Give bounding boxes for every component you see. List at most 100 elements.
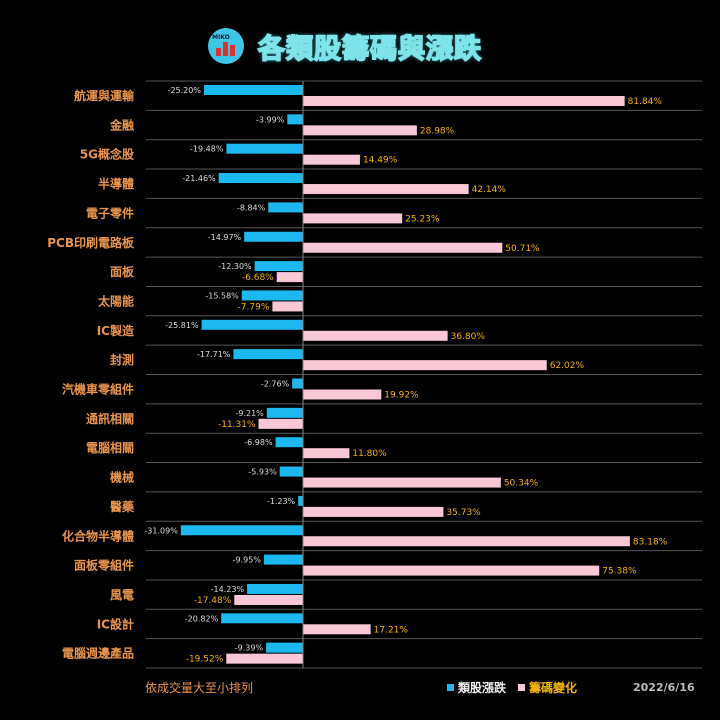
data-label-series2: 19.92% [384, 391, 419, 401]
data-label-series2: -19.52% [186, 655, 224, 665]
chart-title: 各類股籌碼與漲跌 [257, 33, 482, 66]
data-label-series2: -7.79% [238, 302, 270, 312]
data-label-series2: 14.49% [363, 156, 398, 166]
data-label-series1: -25.81% [165, 321, 199, 330]
data-label-series2: 83.18% [633, 537, 668, 547]
bar-series2 [303, 154, 360, 165]
legend-swatch-series1 [447, 684, 454, 691]
bar-series2 [303, 360, 547, 371]
data-label-series1: -5.93% [248, 468, 277, 477]
bar-series2 [303, 536, 630, 547]
bar-series2 [303, 125, 417, 136]
bar-series1 [254, 261, 303, 272]
bar-series1 [244, 231, 303, 242]
data-label-series2: -17.48% [194, 596, 232, 606]
logo-text: MIKO [212, 34, 230, 41]
data-label-series2: -6.68% [242, 273, 274, 283]
data-label-series1: -2.76% [261, 380, 290, 389]
category-label: 航運與運輸 [74, 88, 135, 103]
bar-series2 [272, 301, 303, 312]
legend-label-series2: 籌碼變化 [529, 681, 578, 695]
bar-series1 [180, 525, 303, 536]
category-label: IC製造 [97, 323, 135, 338]
category-label: IC設計 [97, 616, 134, 631]
data-label-series2: 25.23% [405, 214, 440, 224]
bar-series2 [226, 653, 303, 664]
bar-series1 [268, 202, 303, 213]
data-label-series1: -31.09% [144, 526, 178, 535]
legend-swatch-series2 [518, 684, 526, 691]
category-label: 通訊相關 [86, 411, 134, 426]
data-label-series2: 50.34% [504, 479, 539, 489]
bar-series2 [303, 389, 382, 400]
legend: 類股漲跌 籌碼變化 [447, 679, 577, 696]
data-label-series1: -6.98% [244, 438, 273, 447]
bar-series1 [226, 143, 303, 154]
category-label: 風電 [110, 588, 134, 602]
category-label: 金融 [109, 117, 134, 132]
bar-series2 [303, 624, 371, 635]
logo: MIKO [208, 28, 244, 64]
bar-series2 [303, 448, 350, 459]
bar-series1 [275, 437, 303, 448]
bar-series1 [266, 642, 303, 653]
data-label-series2: 11.80% [352, 449, 387, 459]
data-label-series2: 36.80% [451, 332, 486, 342]
data-label-series2: 35.73% [446, 508, 481, 518]
category-label: 汽機車零組件 [62, 382, 134, 397]
data-label-series1: -25.20% [168, 86, 202, 95]
category-label: 化合物半導體 [62, 528, 134, 543]
bar-series1 [247, 583, 303, 594]
category-label: PCB印刷電路板 [47, 235, 135, 250]
bar-series2 [303, 565, 600, 576]
sort-note: 依成交量大至小排列 [145, 681, 254, 695]
bar-series1 [221, 613, 303, 624]
bar-series1 [266, 407, 303, 418]
data-label-series2: 62.02% [550, 361, 585, 371]
bar-series1 [292, 378, 303, 389]
data-label-series1: -15.58% [205, 291, 239, 300]
bar-series2 [303, 184, 469, 195]
bar-series2 [303, 330, 448, 341]
bar-series1 [279, 466, 303, 477]
chart-header: MIKO 各類股籌碼與漲跌 [208, 24, 482, 68]
bar-series2 [276, 272, 303, 283]
data-label-series1: -3.99% [256, 115, 285, 124]
category-label: 面板零組件 [74, 558, 134, 573]
data-label-series1: -14.97% [208, 233, 242, 242]
data-label-series2: 75.38% [602, 567, 637, 577]
bar-series1 [203, 85, 303, 95]
bar-series1 [241, 290, 303, 301]
data-label-series1: -14.23% [211, 585, 245, 594]
data-label-series1: -17.71% [197, 350, 231, 359]
data-label-series2: 50.71% [505, 244, 540, 254]
bar-series1 [201, 319, 303, 330]
category-label: 電子零件 [86, 205, 134, 220]
data-label-series1: -21.46% [182, 174, 216, 183]
data-label-series1: -8.84% [237, 203, 266, 212]
category-label: 醫藥 [110, 499, 135, 514]
data-label-series1: -20.82% [185, 614, 219, 623]
data-label-series2: 42.14% [472, 185, 507, 195]
data-label-series1: -19.48% [190, 145, 224, 154]
data-label-series2: 17.21% [374, 625, 409, 635]
category-label: 電腦相關 [86, 440, 134, 455]
data-label-series1: -9.95% [233, 556, 262, 565]
date-label: 2022/6/16 [633, 681, 695, 694]
category-label: 5G概念股 [80, 147, 135, 162]
data-label-series1: -12.30% [218, 262, 252, 271]
data-label-series1: -9.39% [235, 644, 264, 653]
bar-series1 [263, 554, 303, 565]
category-label: 機械 [110, 470, 134, 485]
data-label-series2: 81.84% [628, 97, 663, 107]
bar-series1 [298, 495, 303, 506]
bar-series2 [303, 506, 444, 517]
bar-series2 [234, 594, 303, 605]
bar-series2 [303, 213, 403, 224]
category-label: 半導體 [98, 176, 134, 191]
data-label-series1: -1.23% [267, 497, 296, 506]
bar-series1 [287, 114, 303, 125]
bar-series2 [258, 418, 303, 429]
category-label: 太陽能 [98, 293, 134, 308]
data-label-series1: -9.21% [235, 409, 264, 418]
